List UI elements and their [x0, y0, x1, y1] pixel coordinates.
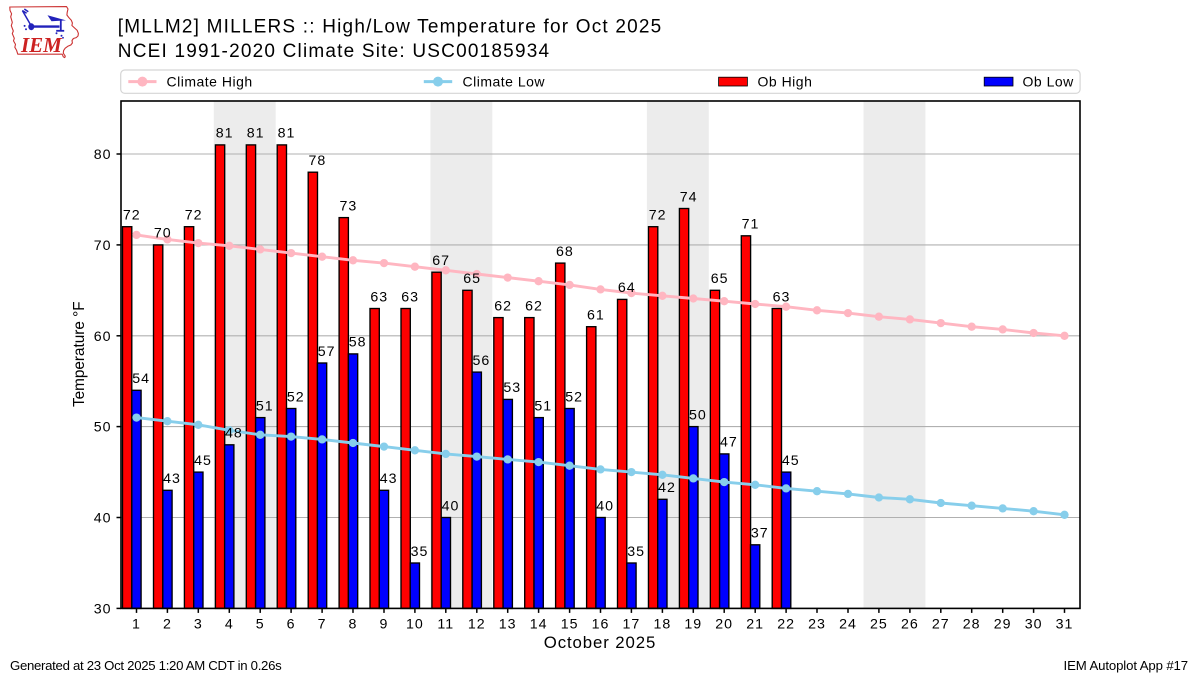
svg-text:[MLLM2] MILLERS :: High/Low Te: [MLLM2] MILLERS :: High/Low Temperature … [118, 17, 663, 38]
svg-text:62: 62 [494, 298, 512, 314]
svg-text:15: 15 [561, 616, 579, 632]
svg-text:26: 26 [901, 616, 919, 632]
svg-text:51: 51 [256, 398, 274, 414]
svg-text:70: 70 [94, 238, 112, 254]
svg-text:Ob Low: Ob Low [1023, 73, 1075, 89]
svg-text:4: 4 [225, 616, 234, 632]
svg-text:81: 81 [216, 126, 234, 142]
svg-text:30: 30 [1025, 616, 1043, 632]
svg-text:78: 78 [309, 153, 327, 169]
svg-text:61: 61 [587, 308, 605, 324]
svg-text:42: 42 [658, 480, 676, 496]
svg-text:5: 5 [256, 616, 265, 632]
svg-text:51: 51 [534, 398, 552, 414]
svg-text:52: 52 [287, 389, 305, 405]
svg-text:63: 63 [370, 289, 388, 305]
svg-text:16: 16 [592, 616, 610, 632]
svg-text:Climate High: Climate High [167, 73, 253, 89]
svg-text:40: 40 [442, 498, 460, 514]
svg-text:74: 74 [680, 189, 698, 205]
svg-text:12: 12 [468, 616, 486, 632]
svg-text:62: 62 [525, 298, 543, 314]
svg-text:17: 17 [623, 616, 641, 632]
svg-text:63: 63 [401, 289, 419, 305]
svg-text:Climate Low: Climate Low [463, 73, 546, 89]
svg-text:14: 14 [530, 616, 548, 632]
svg-text:68: 68 [556, 244, 574, 260]
svg-text:2: 2 [163, 616, 172, 632]
svg-text:43: 43 [380, 471, 398, 487]
svg-text:65: 65 [463, 271, 481, 287]
svg-text:27: 27 [932, 616, 950, 632]
svg-text:22: 22 [777, 616, 795, 632]
svg-text:Generated at 23 Oct 2025 1:20: Generated at 23 Oct 2025 1:20 AM CDT in … [10, 658, 282, 673]
svg-text:1: 1 [132, 616, 141, 632]
svg-text:53: 53 [503, 380, 521, 396]
svg-text:31: 31 [1056, 616, 1074, 632]
svg-text:81: 81 [247, 126, 265, 142]
svg-text:21: 21 [746, 616, 764, 632]
svg-text:6: 6 [287, 616, 296, 632]
svg-text:73: 73 [340, 198, 358, 214]
svg-text:30: 30 [94, 601, 112, 617]
svg-text:57: 57 [318, 344, 336, 360]
svg-text:10: 10 [406, 616, 424, 632]
svg-text:48: 48 [225, 426, 243, 442]
svg-text:40: 40 [94, 511, 112, 527]
svg-text:72: 72 [185, 208, 203, 224]
svg-text:54: 54 [132, 371, 150, 387]
svg-text:72: 72 [649, 208, 667, 224]
svg-text:23: 23 [808, 616, 826, 632]
svg-text:20: 20 [715, 616, 733, 632]
svg-text:56: 56 [473, 353, 491, 369]
svg-text:13: 13 [499, 616, 517, 632]
svg-text:35: 35 [411, 544, 429, 560]
svg-text:47: 47 [720, 435, 738, 451]
svg-text:24: 24 [839, 616, 857, 632]
svg-text:52: 52 [565, 389, 583, 405]
svg-text:29: 29 [994, 616, 1012, 632]
svg-text:50: 50 [94, 420, 112, 436]
svg-text:64: 64 [618, 280, 636, 296]
svg-text:50: 50 [689, 407, 707, 423]
svg-text:81: 81 [278, 126, 296, 142]
svg-text:65: 65 [711, 271, 729, 287]
svg-text:58: 58 [349, 335, 367, 351]
svg-text:11: 11 [437, 616, 454, 632]
svg-text:45: 45 [782, 453, 800, 469]
svg-text:IEM Autoplot App #17: IEM Autoplot App #17 [1064, 658, 1188, 673]
svg-text:43: 43 [163, 471, 181, 487]
svg-text:37: 37 [751, 526, 769, 542]
svg-text:28: 28 [963, 616, 981, 632]
svg-text:19: 19 [684, 616, 702, 632]
svg-text:Ob High: Ob High [758, 73, 813, 89]
svg-text:7: 7 [318, 616, 327, 632]
svg-text:NCEI 1991-2020 Climate Site: U: NCEI 1991-2020 Climate Site: USC00185934 [118, 41, 550, 62]
svg-text:3: 3 [194, 616, 203, 632]
svg-text:80: 80 [94, 147, 112, 163]
svg-text:Temperature °F: Temperature °F [71, 301, 88, 407]
svg-text:72: 72 [123, 208, 141, 224]
svg-text:71: 71 [742, 217, 760, 233]
svg-text:18: 18 [654, 616, 672, 632]
svg-text:October 2025: October 2025 [544, 633, 657, 652]
svg-text:63: 63 [773, 289, 791, 305]
svg-text:IEM: IEM [20, 33, 63, 57]
svg-text:25: 25 [870, 616, 888, 632]
svg-text:45: 45 [194, 453, 212, 469]
svg-text:8: 8 [349, 616, 358, 632]
svg-text:35: 35 [627, 544, 645, 560]
svg-text:40: 40 [596, 498, 614, 514]
svg-text:67: 67 [432, 253, 450, 269]
svg-text:70: 70 [154, 226, 172, 242]
svg-text:60: 60 [94, 329, 112, 345]
svg-text:9: 9 [380, 616, 389, 632]
